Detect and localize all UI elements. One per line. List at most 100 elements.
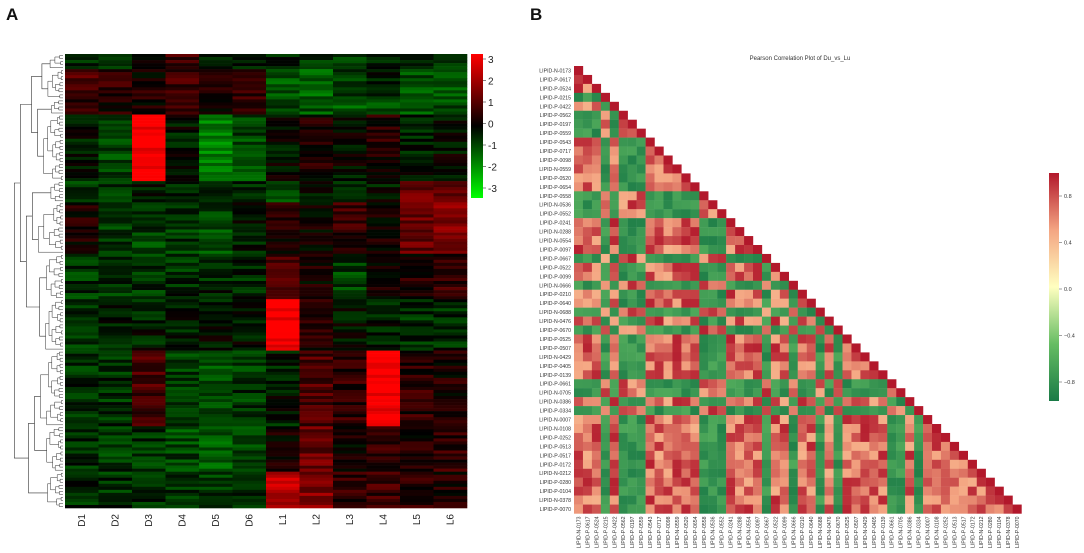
correlation-cell xyxy=(708,424,718,434)
heatmap-cell xyxy=(433,120,468,124)
heatmap-cell xyxy=(266,147,300,152)
correlation-cell xyxy=(779,504,789,514)
heatmap-cell xyxy=(165,371,200,376)
correlation-cell xyxy=(627,468,637,478)
heatmap-cell xyxy=(165,311,200,315)
correlation-column-label: LIPID-P-0197 xyxy=(630,516,636,548)
correlation-row-label: LIPID-N-0554 xyxy=(539,239,571,245)
correlation-cell xyxy=(932,468,942,478)
heatmap-cell xyxy=(366,302,401,306)
correlation-cell xyxy=(636,441,646,452)
heatmap-cell xyxy=(65,259,99,264)
heatmap-cell xyxy=(266,205,300,209)
heatmap-cell xyxy=(333,111,367,115)
heatmap-cell xyxy=(165,165,200,170)
heatmap-cell xyxy=(232,271,267,276)
heatmap-cell xyxy=(165,290,200,294)
correlation-cell xyxy=(896,415,906,425)
correlation-cell xyxy=(779,468,789,478)
heatmap-cell xyxy=(232,141,267,146)
heatmap-cell xyxy=(400,54,434,58)
correlation-cell xyxy=(806,495,816,505)
heatmap-cell xyxy=(433,96,468,100)
heatmap-cell xyxy=(65,359,99,364)
colorbar-tick-label: −0.4 xyxy=(1064,334,1075,340)
correlation-cell xyxy=(940,450,951,460)
correlation-cell xyxy=(663,459,673,469)
heatmap-cell xyxy=(132,477,166,482)
correlation-cell xyxy=(860,415,870,425)
correlation-cell xyxy=(860,379,870,389)
heatmap-cell xyxy=(199,178,233,182)
heatmap-cell xyxy=(266,405,300,409)
heatmap-cell xyxy=(165,247,200,252)
heatmap-cell xyxy=(132,159,166,164)
correlation-cell xyxy=(663,200,673,210)
heatmap-cell xyxy=(199,238,233,242)
heatmap-cell xyxy=(366,389,401,394)
heatmap-cell xyxy=(400,238,434,242)
correlation-cell xyxy=(949,477,960,487)
heatmap-cell xyxy=(132,311,166,315)
dendrogram-link xyxy=(58,273,63,277)
correlation-cell xyxy=(779,477,789,487)
correlation-cell xyxy=(797,316,807,326)
heatmap-cell xyxy=(165,135,200,140)
heatmap-cell xyxy=(400,78,434,82)
heatmap-cell xyxy=(400,184,434,188)
correlation-cell xyxy=(797,432,807,443)
correlation-cell xyxy=(654,289,664,299)
correlation-cell xyxy=(744,468,754,478)
correlation-cell xyxy=(574,379,584,389)
heatmap-cell xyxy=(299,184,334,188)
heatmap-cell xyxy=(400,190,434,194)
heatmap-cell xyxy=(65,253,99,258)
correlation-cell xyxy=(699,298,709,308)
correlation-cell xyxy=(591,477,602,487)
heatmap-cell xyxy=(65,277,99,282)
heatmap-cell xyxy=(199,205,233,209)
correlation-cell xyxy=(663,486,673,496)
correlation-row-label: LIPID-P-0172 xyxy=(540,462,572,468)
correlation-cell xyxy=(627,477,637,487)
heatmap-cell xyxy=(400,477,434,482)
correlation-cell xyxy=(958,477,968,487)
heatmap-cell xyxy=(165,220,200,224)
heatmap-cell xyxy=(232,320,267,324)
correlation-cell xyxy=(753,379,763,389)
heatmap-cell xyxy=(299,284,334,288)
heatmap-cell xyxy=(400,471,434,476)
correlation-cell xyxy=(761,406,772,416)
heatmap-cell xyxy=(199,265,233,270)
heatmap-cell xyxy=(400,141,434,146)
heatmap-cell xyxy=(232,184,267,188)
correlation-cell xyxy=(717,406,727,416)
correlation-cell xyxy=(923,459,933,469)
heatmap-cell xyxy=(433,235,468,239)
heatmap-cell xyxy=(199,165,233,170)
correlation-cell xyxy=(699,316,709,326)
correlation-cell xyxy=(690,379,700,389)
heatmap-cell xyxy=(299,265,334,270)
correlation-cell xyxy=(600,477,610,487)
heatmap-cell xyxy=(266,187,300,191)
heatmap-cell xyxy=(98,54,133,58)
correlation-cell xyxy=(708,200,718,210)
heatmap-cell xyxy=(98,268,133,273)
correlation-cell xyxy=(618,459,628,469)
heatmap-cell xyxy=(232,187,267,191)
correlation-cell xyxy=(797,477,807,487)
correlation-cell xyxy=(654,361,664,371)
heatmap-cell xyxy=(132,72,166,76)
correlation-cell xyxy=(600,146,610,156)
heatmap-cell xyxy=(165,338,200,342)
heatmap-cell xyxy=(65,456,99,460)
correlation-cell xyxy=(627,253,637,264)
heatmap-cell xyxy=(366,60,401,64)
correlation-cell xyxy=(654,236,664,246)
correlation-cell xyxy=(806,477,816,487)
heatmap-cell xyxy=(433,184,468,188)
correlation-cell xyxy=(609,504,619,514)
correlation-cell xyxy=(735,298,745,308)
dendrogram-link xyxy=(59,351,63,356)
